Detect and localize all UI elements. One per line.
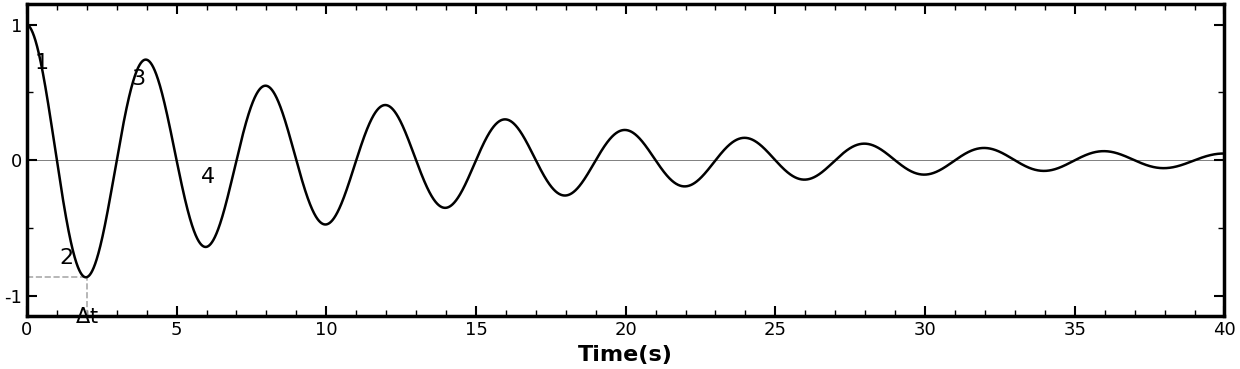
Text: 2: 2: [60, 248, 74, 268]
Text: 4: 4: [201, 166, 215, 187]
X-axis label: Time(s): Time(s): [578, 345, 673, 365]
Text: 3: 3: [131, 69, 146, 89]
Text: $\Delta$t: $\Delta$t: [74, 307, 99, 327]
Text: 1: 1: [35, 52, 48, 73]
